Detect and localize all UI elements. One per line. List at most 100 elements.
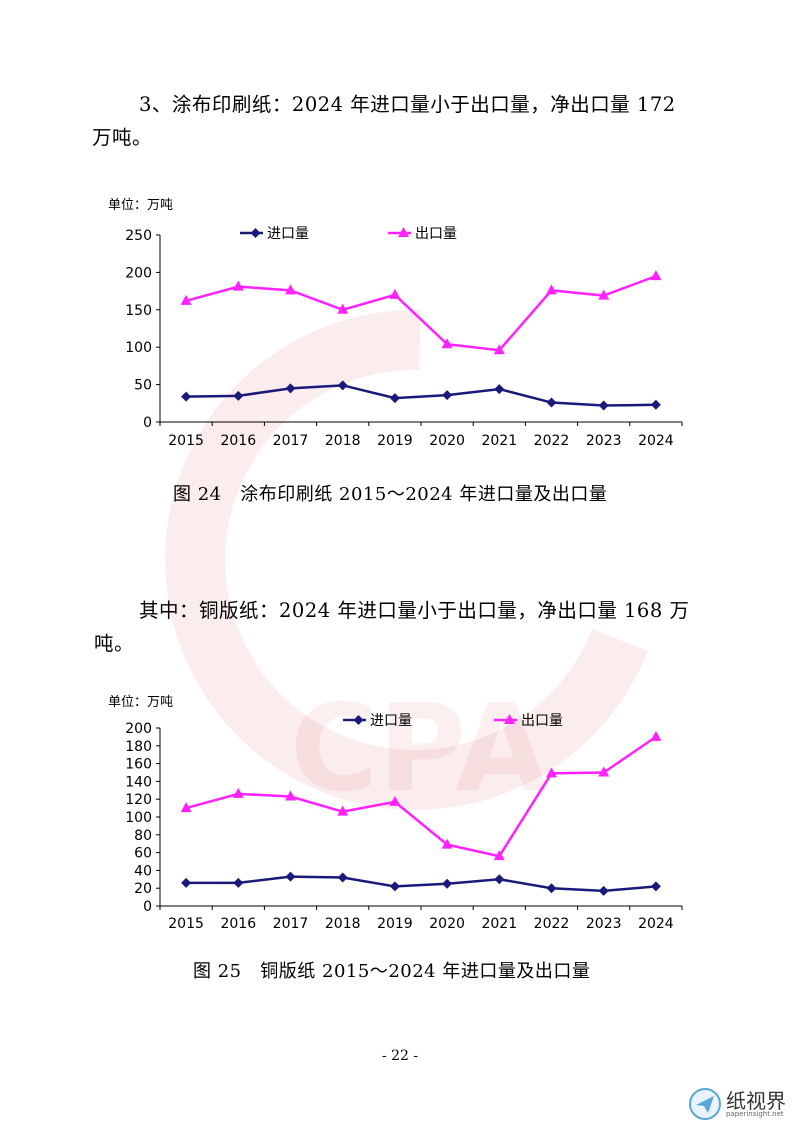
data-point: [181, 877, 192, 888]
data-point: [442, 390, 453, 401]
legend-marker: [398, 227, 409, 237]
logo-url: paperinsight.net: [726, 1109, 784, 1118]
data-point: [441, 838, 453, 849]
logo-title: 纸视界: [726, 1088, 786, 1113]
figure-caption: 图 24 涂布印刷纸 2015～2024 年进口量及出口量: [173, 484, 608, 505]
data-point: [180, 802, 192, 813]
legend-marker: [353, 715, 364, 725]
y-tick-label: 180: [125, 739, 152, 755]
data-point: [546, 397, 557, 408]
data-point: [337, 380, 348, 391]
x-tick-label: 2016: [220, 433, 256, 449]
figure-caption: 图 25 铜版纸 2015～2024 年进口量及出口量: [193, 961, 591, 982]
x-tick-label: 2018: [325, 916, 361, 932]
data-point: [493, 850, 505, 861]
legend-label: 出口量: [415, 226, 457, 242]
series-line-export: [185, 274, 657, 352]
data-point: [598, 400, 609, 411]
data-point: [180, 294, 192, 305]
data-point: [389, 288, 401, 299]
page-number: - 22 -: [381, 1048, 419, 1064]
paragraph-line: 吨。: [94, 632, 135, 655]
legend-label: 进口量: [267, 226, 309, 242]
data-point: [546, 767, 557, 778]
data-point: [650, 399, 661, 410]
x-tick-label: 2018: [325, 433, 361, 449]
data-point: [337, 303, 349, 314]
x-tick-label: 2021: [481, 916, 517, 932]
series-line-export: [185, 735, 657, 858]
data-point: [337, 872, 348, 883]
legend-marker: [250, 228, 261, 238]
data-point: [493, 344, 505, 355]
x-tick-label: 2017: [273, 916, 309, 932]
data-point: [232, 280, 244, 291]
data-point: [337, 805, 349, 816]
data-point: [285, 284, 296, 295]
data-point: [285, 383, 296, 394]
data-point: [181, 391, 192, 402]
x-tick-label: 2022: [534, 916, 570, 932]
data-point: [546, 284, 557, 295]
x-tick-label: 2019: [377, 916, 413, 932]
y-tick-label: 40: [134, 863, 152, 879]
data-point: [441, 338, 453, 349]
y-tick-label: 80: [134, 828, 152, 844]
data-point: [285, 790, 296, 801]
y-tick-label: 200: [125, 721, 152, 737]
x-tick-label: 2022: [534, 433, 570, 449]
chart-coated-printing-paper: 单位：万吨 0 50 100 150 200 250 2015 2016 2017 2018 2019…: [108, 198, 683, 449]
y-tick-label: 150: [125, 303, 152, 319]
paper-plane-icon: [689, 1088, 721, 1120]
x-tick-label: 2021: [481, 433, 517, 449]
data-point: [598, 766, 610, 777]
y-tick-label: 0: [143, 899, 152, 915]
data-point: [494, 384, 505, 395]
y-tick-label: 50: [134, 378, 152, 394]
y-tick-label: 160: [125, 757, 152, 773]
y-tick-label: 200: [125, 265, 152, 281]
data-point: [233, 877, 244, 888]
y-tick-label: 60: [134, 846, 152, 862]
y-tick-label: 100: [125, 810, 152, 826]
y-tick-label: 20: [134, 881, 152, 897]
paragraph-coated-art-paper: 其中：铜版纸：2024 年进口量小于出口量，净出口量 168 万 吨。: [94, 594, 719, 660]
data-point: [598, 885, 609, 896]
x-tick-label: 2020: [429, 916, 465, 932]
y-tick-label: 100: [125, 340, 152, 356]
x-tick-label: 2015: [168, 916, 204, 932]
legend-label: 进口量: [370, 713, 412, 729]
x-tick-label: 2024: [638, 916, 674, 932]
data-point: [442, 878, 453, 889]
x-tick-label: 2016: [220, 916, 256, 932]
y-tick-label: 250: [125, 228, 152, 244]
x-tick-label: 2017: [273, 433, 309, 449]
unit-label: 单位：万吨: [108, 198, 173, 213]
x-tick-label: 2024: [638, 433, 674, 449]
legend-marker: [504, 714, 515, 724]
x-tick-label: 2023: [586, 433, 622, 449]
paragraph-line: 其中：铜版纸：2024 年进口量小于出口量，净出口量 168 万: [139, 599, 690, 622]
brand-logo: 纸视界 paperinsight.net: [688, 1087, 786, 1121]
y-tick-label: 140: [125, 774, 152, 790]
data-point: [233, 390, 244, 401]
y-tick-label: 0: [143, 415, 152, 431]
x-tick-label: 2015: [168, 433, 204, 449]
data-point: [285, 871, 296, 882]
x-tick-label: 2023: [586, 916, 622, 932]
series-line-import: [186, 875, 657, 893]
data-point: [389, 881, 400, 892]
series-line-import: [186, 384, 656, 407]
data-point: [389, 795, 401, 806]
legend-label: 出口量: [521, 713, 563, 729]
data-point: [650, 730, 662, 741]
paragraph-line: 3、涂布印刷纸：2024 年进口量小于出口量，净出口量 172: [139, 93, 676, 116]
x-tick-label: 2019: [377, 433, 413, 449]
data-point: [650, 270, 662, 281]
paragraph-coated-paper: 3、涂布印刷纸：2024 年进口量小于出口量，净出口量 172 万吨。: [92, 88, 699, 154]
data-point: [546, 883, 557, 894]
y-tick-label: 120: [125, 792, 152, 808]
data-point: [232, 787, 244, 798]
paragraph-line: 万吨。: [92, 126, 153, 149]
